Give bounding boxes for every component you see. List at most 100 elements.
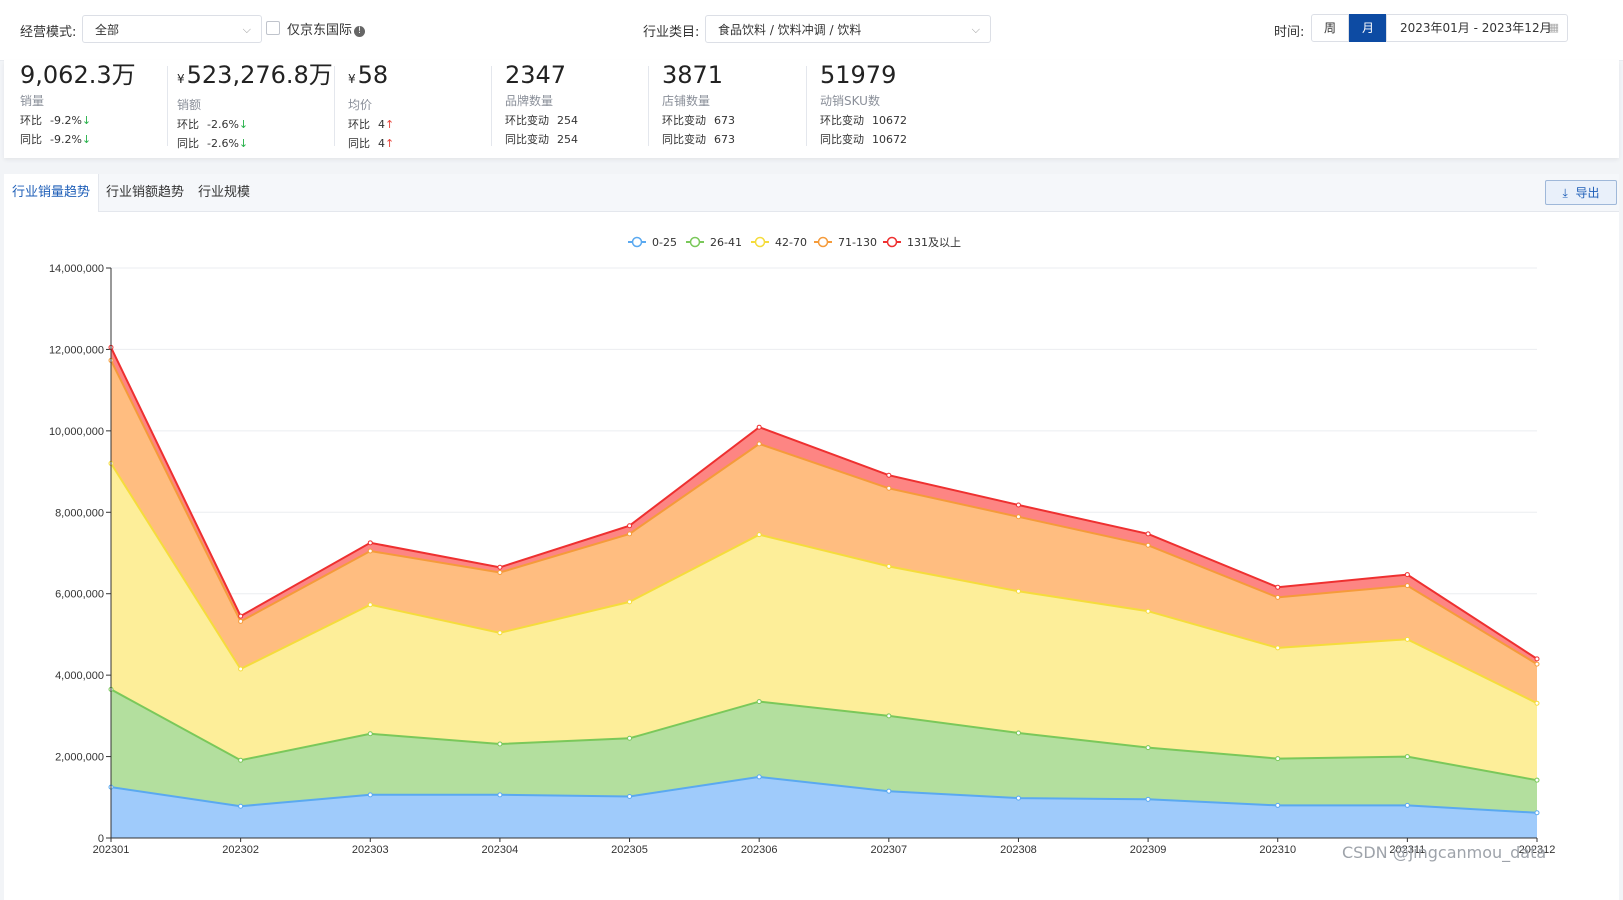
stat-change-value: 673 (714, 133, 735, 146)
tab-sales-amount-trend[interactable]: 行业销额趋势 (106, 185, 185, 200)
x-tick-label: 202303 (352, 844, 389, 856)
export-label: 导出 (1575, 186, 1600, 200)
legend-label: 42-70 (775, 236, 807, 249)
y-tick-label: 2,000,000 (55, 752, 104, 764)
data-point (1534, 810, 1540, 816)
date-range-value: 2023年01月 - 2023年12月 (1400, 21, 1552, 35)
legend-swatch-marker (886, 236, 898, 248)
data-point (886, 788, 892, 794)
data-point (1404, 583, 1410, 589)
stat-change-row: 同比变动 254 (505, 131, 578, 147)
data-point (1275, 802, 1281, 808)
data-point (627, 531, 633, 537)
stat-change-row: 环比变动 10672 (820, 112, 907, 128)
x-tick-label: 202302 (222, 844, 259, 856)
stat-change-row: 同比 -9.2%↓ (20, 131, 136, 147)
data-point (1404, 802, 1410, 808)
data-point (367, 731, 373, 737)
period-week-button[interactable]: 周 (1311, 14, 1349, 42)
stat-change-value: 10672 (872, 114, 907, 127)
stat-change-label: 环比 (20, 114, 42, 127)
x-tick-label: 202301 (93, 844, 130, 856)
stat-change-label: 同比 (20, 133, 42, 146)
data-point (497, 630, 503, 636)
data-point (1015, 514, 1021, 520)
data-point (1275, 594, 1281, 600)
data-point (1015, 795, 1021, 801)
series-area (111, 776, 1537, 838)
legend-label: 26-41 (710, 236, 742, 249)
mode-select[interactable]: 全部 ⌵ (82, 15, 262, 43)
data-point (627, 599, 633, 605)
stat-number: 523,276.8万 (186, 61, 333, 89)
export-button[interactable]: ⤓ 导出 (1545, 180, 1617, 205)
y-tick-label: 10,000,000 (49, 426, 104, 438)
arrow-down-icon: ↓ (238, 118, 249, 131)
stat-name: 均价 (348, 98, 373, 112)
stat-number: 2347 (505, 61, 567, 89)
series-group (108, 344, 1540, 838)
tab-bar: 行业销量趋势 行业销额趋势 行业规模 ⤓ 导出 (4, 174, 1619, 212)
stat-change-value: 254 (557, 114, 578, 127)
stat-card: 9,062.3万 销量 环比 -9.2%↓ 同比 -9.2%↓ (20, 60, 136, 152)
stat-value: 9,062.3万 (20, 60, 136, 90)
stat-value: 3871 (662, 60, 735, 90)
stat-divider (806, 66, 807, 146)
data-point (1145, 608, 1151, 614)
stat-name: 店铺数量 (662, 94, 711, 108)
mode-select-value: 全部 (95, 23, 120, 37)
arrow-down-icon: ↓ (81, 114, 92, 127)
data-point (1534, 661, 1540, 667)
category-select-value: 食品饮料 / 饮料冲调 / 饮料 (718, 23, 862, 37)
tab-sales-volume-trend[interactable]: 行业销量趋势 (4, 174, 100, 212)
stat-change-row: 同比 4↑ (348, 135, 394, 151)
series-line (110, 346, 1538, 660)
stat-change-label: 环比 (348, 118, 370, 131)
x-tick-label: 202309 (1130, 844, 1167, 856)
series-line (110, 775, 1538, 814)
currency-symbol: ¥ (348, 72, 356, 86)
arrow-down-icon: ↓ (81, 133, 92, 146)
data-point (1145, 745, 1151, 751)
stat-card: ¥58 均价 环比 4↑ 同比 4↑ (348, 60, 394, 152)
stat-change-value: -2.6% (207, 137, 239, 150)
currency-symbol: ¥ (177, 72, 185, 86)
x-tick-label: 202311 (1389, 844, 1425, 856)
y-tick-label: 12,000,000 (49, 344, 104, 356)
y-tick-label: 0 (98, 833, 104, 845)
tab-industry-scale[interactable]: 行业规模 (198, 185, 251, 200)
stat-number: 9,062.3万 (20, 61, 136, 89)
data-point (1275, 645, 1281, 651)
data-point (886, 563, 892, 569)
stat-change-value: -2.6% (207, 118, 239, 131)
arrow-up-icon: ↑ (385, 137, 395, 150)
data-point (1534, 700, 1540, 706)
data-point (238, 613, 244, 619)
period-month-button[interactable]: 月 (1349, 14, 1387, 42)
stat-card: ¥523,276.8万 销额 环比 -2.6%↓ 同比 -2.6%↓ (177, 60, 333, 152)
stat-change-value: -9.2% (50, 133, 82, 146)
category-select[interactable]: 食品饮料 / 饮料冲调 / 饮料 ⌵ (705, 15, 991, 43)
series-line (110, 688, 1538, 782)
data-point (497, 570, 503, 576)
data-point (1404, 572, 1410, 578)
stat-name: 品牌数量 (505, 94, 554, 108)
x-tick-label: 202306 (741, 844, 778, 856)
stat-divider (491, 66, 492, 146)
legend-swatch-marker (817, 236, 829, 248)
x-tick-label: 202304 (482, 844, 519, 856)
legend-swatch-marker (754, 236, 766, 248)
legend: 0-25 26-41 42-70 71-130 131及以上 (628, 236, 961, 249)
filter-bar: 经营模式: 全部 ⌵ 仅京东国际! 行业类目: 食品饮料 / 饮料冲调 / 饮料… (0, 0, 1623, 61)
legend-label: 131及以上 (907, 236, 961, 249)
series-line (110, 359, 1538, 665)
stat-change-row: 环比变动 673 (662, 112, 735, 128)
stat-divider (334, 66, 335, 146)
stat-change-label: 环比变动 (505, 114, 549, 127)
data-point (627, 735, 633, 741)
date-range-picker[interactable]: 2023年01月 - 2023年12月 ▦ (1386, 14, 1568, 42)
stat-number: 3871 (662, 61, 724, 89)
stat-number: 58 (357, 61, 389, 89)
stat-number: 51979 (820, 61, 897, 89)
jd-intl-checkbox[interactable] (266, 21, 280, 35)
